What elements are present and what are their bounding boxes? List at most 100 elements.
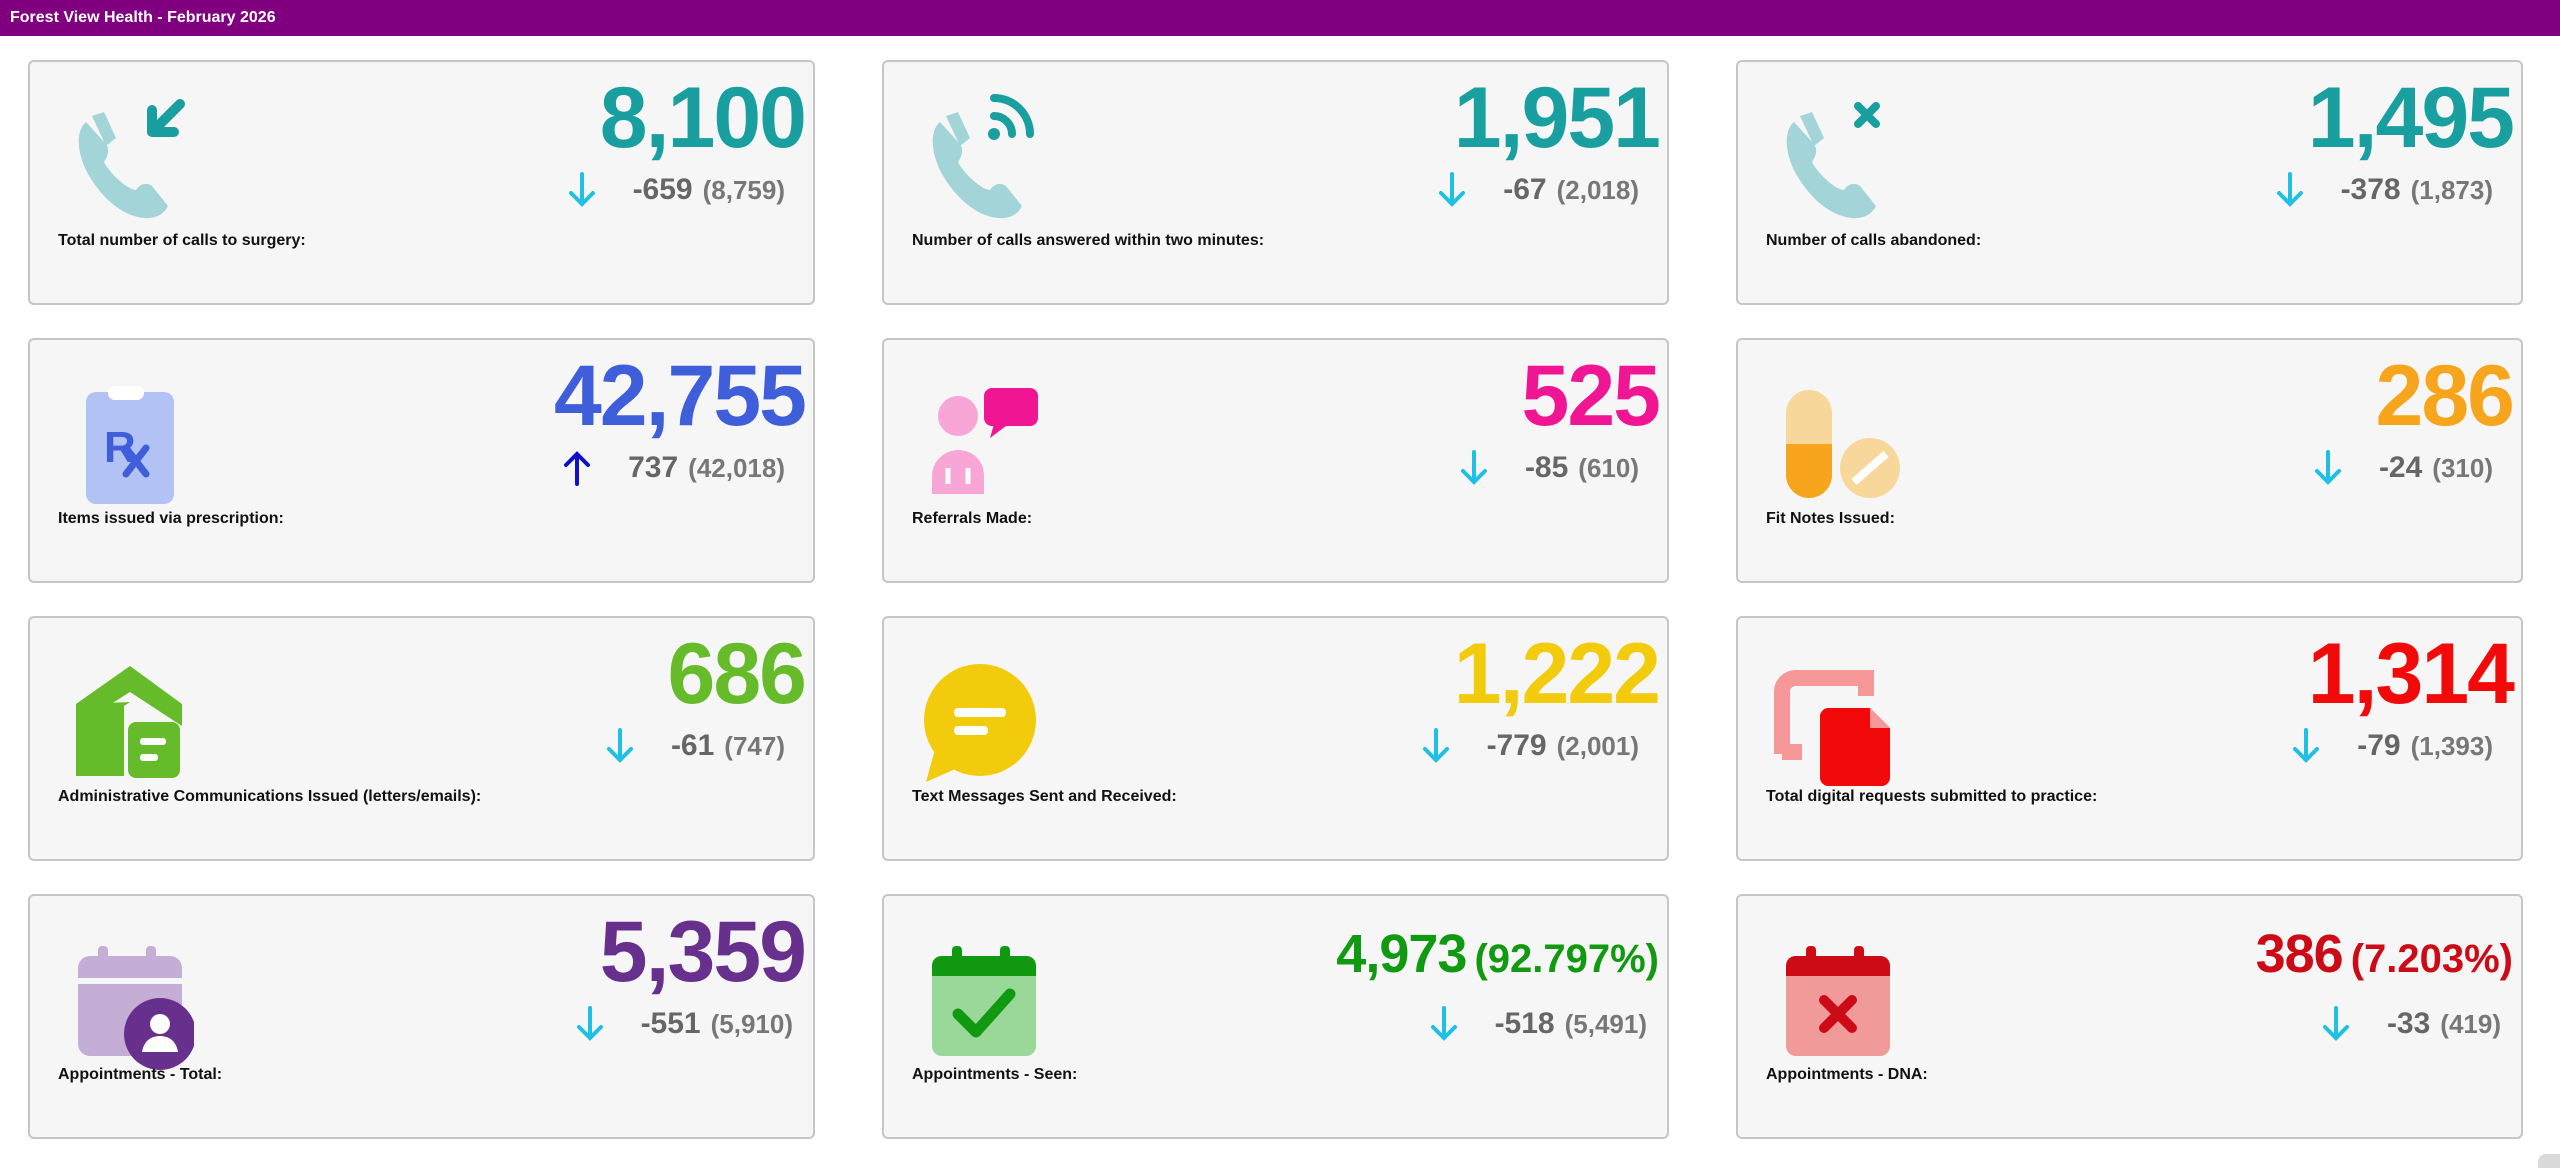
metric-previous: (1,873) [2410, 175, 2493, 205]
metric-previous: (1,393) [2410, 731, 2493, 761]
arrow-down-icon [576, 1006, 603, 1041]
prescription-clipboard-icon: R [64, 364, 194, 514]
metric-previous: (310) [2432, 453, 2493, 483]
metric-change: -518 (5,491) [1427, 1004, 1647, 1044]
chat-bubble-icon [918, 642, 1048, 792]
card-referrals: 525 -85 (610) Referrals Made: [882, 338, 1669, 583]
card-calls-abandoned: 1,495 -378 (1,873) Number of calls aband… [1736, 60, 2523, 305]
metric-change: 737 (42,018) [560, 448, 785, 488]
arrow-down-icon [2314, 450, 2341, 485]
metric-change: -779 (2,001) [1419, 726, 1639, 766]
arrow-down-icon [1460, 450, 1487, 485]
phone-missed-icon [1772, 86, 1902, 236]
metric-difference: -79 [2357, 729, 2401, 762]
metric-value: 386 [2255, 924, 2344, 984]
metric-previous: (2,001) [1556, 731, 1639, 761]
metric-previous: (419) [2440, 1009, 2501, 1039]
metric-label: Appointments - Seen: [912, 1066, 1078, 1083]
metric-change: -33 (419) [2319, 1004, 2501, 1044]
card-text-messages: 1,222 -779 (2,001) Text Messages Sent an… [882, 616, 1669, 861]
phone-signal-icon [918, 86, 1048, 236]
metric-label: Appointments - Total: [58, 1066, 223, 1083]
metric-change: -24 (310) [2311, 448, 2493, 488]
metric-value: 4,973 [1336, 924, 1467, 984]
metric-label: Total digital requests submitted to prac… [1766, 788, 2098, 805]
metric-difference: -61 [670, 729, 715, 762]
metric-difference: -551 [640, 1007, 701, 1040]
metric-percentage: (7.203%) [2350, 937, 2513, 981]
metric-previous: (5,491) [1564, 1009, 1647, 1039]
metric-difference: -518 [1494, 1007, 1555, 1040]
card-fit-notes: 286 -24 (310) Fit Notes Issued: [1736, 338, 2523, 583]
metric-change: -85 (610) [1457, 448, 1639, 488]
arrow-down-icon [568, 172, 595, 207]
card-prescription-items: R 42,755 737 (42,018) Items issued via p… [28, 338, 815, 583]
metric-value: 42,755 [553, 348, 807, 444]
dashboard-title-bar: Forest View Health - February 2026 [0, 0, 2560, 36]
card-appointments-dna: 386 (7.203%) -33 (419) Appointments - DNA… [1736, 894, 2523, 1139]
metric-change: -61 (747) [603, 726, 785, 766]
metric-percentage: (92.797%) [1474, 937, 1659, 981]
metric-value: 8,100 [599, 70, 807, 166]
arrow-down-icon [1430, 1006, 1457, 1041]
card-admin-communications: 686 -61 (747) Administrative Communicati… [28, 616, 815, 861]
metric-value-group: 4,973 (92.797%) [1336, 924, 1659, 989]
digital-document-icon [1772, 642, 1902, 792]
card-total-calls: 8,100 -659 (8,759) Total number of calls… [28, 60, 815, 305]
metric-previous: (5,910) [710, 1009, 793, 1039]
metric-difference: -85 [1524, 451, 1569, 484]
arrow-up-icon [564, 451, 591, 486]
metric-previous: (42,018) [688, 453, 785, 483]
card-appointments-total: 5,359 -551 (5,910) Appointments - Total: [28, 894, 815, 1139]
metric-change: -551 (5,910) [573, 1004, 793, 1044]
metric-label: Number of calls answered within two minu… [912, 232, 1265, 249]
calendar-user-icon [64, 920, 196, 1070]
metric-change: -378 (1,873) [2273, 170, 2493, 210]
phone-incoming-icon [64, 86, 194, 236]
metric-change: -67 (2,018) [1435, 170, 1639, 210]
arrow-down-icon [2293, 728, 2320, 763]
metric-difference: -659 [632, 173, 693, 206]
dashboard-title: Forest View Health - February 2026 [10, 9, 276, 26]
metric-change: -79 (1,393) [2289, 726, 2493, 766]
scrollbar-corner[interactable] [2538, 1154, 2560, 1168]
metric-value: 686 [667, 626, 807, 722]
calendar-check-icon [918, 920, 1048, 1070]
metric-previous: (610) [1578, 453, 1639, 483]
metric-difference: -779 [1486, 729, 1547, 762]
calendar-cross-icon [1772, 920, 1902, 1070]
arrow-down-icon [1422, 728, 1449, 763]
metric-previous: (747) [724, 731, 785, 761]
card-calls-answered: 1,951 -67 (2,018) Number of calls answer… [882, 60, 1669, 305]
metric-value: 286 [2375, 348, 2515, 444]
metric-value: 1,951 [1453, 70, 1661, 166]
metric-change: -659 (8,759) [565, 170, 785, 210]
metric-value-group: 386 (7.203%) [2256, 924, 2513, 989]
metric-value: 5,359 [599, 904, 807, 1000]
metric-value: 1,222 [1453, 626, 1661, 722]
metric-difference: -24 [2378, 451, 2423, 484]
metric-label: Appointments - DNA: [1766, 1066, 1928, 1083]
metric-label: Number of calls abandoned: [1766, 232, 1982, 249]
metric-difference: -378 [2340, 173, 2401, 206]
card-appointments-seen: 4,973 (92.797%) -518 (5,491) Appointments… [882, 894, 1669, 1139]
metric-label: Fit Notes Issued: [1766, 510, 1895, 527]
metric-label: Items issued via prescription: [58, 510, 284, 527]
metric-label: Referrals Made: [912, 510, 1033, 527]
metric-difference: -33 [2386, 1007, 2431, 1040]
card-digital-requests: 1,314 -79 (1,393) Total digital requests… [1736, 616, 2523, 861]
metric-label: Text Messages Sent and Received: [912, 788, 1177, 805]
metric-difference: 737 [628, 451, 679, 484]
doctor-referral-icon [918, 364, 1048, 514]
metric-difference: -67 [1503, 173, 1547, 206]
metric-value: 1,495 [2307, 70, 2515, 166]
arrow-down-icon [606, 728, 633, 763]
metric-value: 525 [1521, 348, 1661, 444]
metric-previous: (8,759) [702, 175, 785, 205]
metric-value: 1,314 [2307, 626, 2515, 722]
pills-icon [1772, 364, 1902, 514]
metric-label: Total number of calls to surgery: [58, 232, 306, 249]
arrow-down-icon [2322, 1006, 2349, 1041]
metric-previous: (2,018) [1556, 175, 1639, 205]
arrow-down-icon [2276, 172, 2303, 207]
